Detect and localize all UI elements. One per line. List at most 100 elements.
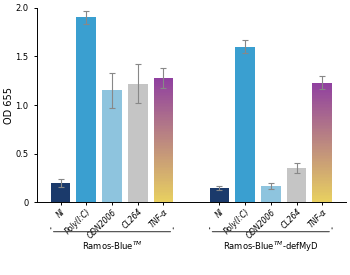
- Bar: [154, 150, 173, 151]
- Bar: [154, 118, 173, 120]
- Bar: [154, 182, 173, 184]
- Bar: [154, 125, 173, 126]
- Bar: [154, 170, 173, 171]
- Bar: [154, 168, 173, 170]
- Bar: [313, 139, 332, 141]
- Bar: [313, 101, 332, 102]
- Bar: [313, 90, 332, 92]
- Bar: [210, 188, 229, 202]
- Bar: [313, 141, 332, 142]
- Bar: [313, 102, 332, 104]
- Bar: [154, 151, 173, 153]
- Bar: [313, 178, 332, 180]
- Bar: [154, 98, 173, 100]
- Bar: [313, 201, 332, 202]
- Bar: [154, 159, 173, 160]
- Bar: [313, 126, 332, 128]
- Bar: [313, 174, 332, 175]
- Bar: [154, 82, 173, 84]
- Bar: [154, 134, 173, 136]
- Bar: [313, 89, 332, 90]
- Bar: [154, 184, 173, 185]
- Bar: [154, 174, 173, 176]
- Bar: [313, 95, 332, 96]
- Bar: [313, 86, 332, 87]
- Bar: [313, 194, 332, 195]
- Bar: [313, 185, 332, 186]
- Bar: [313, 188, 332, 189]
- Text: Ramos-Blue$^{TM}$-defMyD: Ramos-Blue$^{TM}$-defMyD: [223, 240, 319, 254]
- Bar: [154, 137, 173, 139]
- Bar: [154, 148, 173, 150]
- Bar: [313, 192, 332, 194]
- Bar: [313, 132, 332, 134]
- Y-axis label: OD 655: OD 655: [4, 87, 14, 123]
- Bar: [313, 153, 332, 155]
- Bar: [154, 126, 173, 128]
- Bar: [313, 107, 332, 108]
- Bar: [154, 201, 173, 202]
- Bar: [313, 169, 332, 171]
- Bar: [313, 129, 332, 131]
- Bar: [154, 129, 173, 131]
- Bar: [154, 89, 173, 90]
- Bar: [154, 162, 173, 164]
- Bar: [51, 183, 70, 202]
- Bar: [128, 84, 148, 202]
- Bar: [154, 190, 173, 192]
- Bar: [313, 161, 332, 162]
- Bar: [313, 123, 332, 125]
- Bar: [154, 136, 173, 137]
- Bar: [154, 78, 173, 79]
- Bar: [154, 196, 173, 198]
- Bar: [313, 117, 332, 119]
- Bar: [154, 173, 173, 174]
- Bar: [154, 188, 173, 190]
- Bar: [154, 84, 173, 86]
- Bar: [102, 90, 122, 202]
- Bar: [313, 135, 332, 137]
- Bar: [313, 199, 332, 201]
- Bar: [313, 165, 332, 167]
- Bar: [313, 87, 332, 89]
- Bar: [313, 108, 332, 110]
- Bar: [154, 95, 173, 97]
- Bar: [154, 145, 173, 146]
- Bar: [154, 131, 173, 132]
- Bar: [313, 131, 332, 132]
- Bar: [154, 106, 173, 108]
- Bar: [313, 191, 332, 192]
- Bar: [154, 90, 173, 92]
- Bar: [154, 111, 173, 112]
- Bar: [154, 81, 173, 82]
- Bar: [154, 154, 173, 156]
- Bar: [313, 171, 332, 172]
- Bar: [154, 153, 173, 154]
- Bar: [313, 120, 332, 122]
- Bar: [313, 162, 332, 164]
- Bar: [154, 103, 173, 104]
- Bar: [313, 99, 332, 101]
- Bar: [154, 122, 173, 123]
- Bar: [313, 177, 332, 178]
- Bar: [154, 193, 173, 195]
- Bar: [313, 196, 332, 198]
- Bar: [154, 160, 173, 162]
- Bar: [154, 176, 173, 178]
- Bar: [313, 145, 332, 147]
- Bar: [154, 179, 173, 181]
- Bar: [154, 178, 173, 179]
- Bar: [313, 111, 332, 112]
- Bar: [154, 123, 173, 125]
- Bar: [313, 84, 332, 86]
- Bar: [313, 175, 332, 177]
- Bar: [313, 148, 332, 150]
- Bar: [313, 92, 332, 93]
- Bar: [313, 134, 332, 135]
- Bar: [313, 128, 332, 129]
- Bar: [154, 128, 173, 129]
- Bar: [154, 79, 173, 81]
- Bar: [313, 147, 332, 148]
- Bar: [313, 105, 332, 107]
- Bar: [313, 183, 332, 185]
